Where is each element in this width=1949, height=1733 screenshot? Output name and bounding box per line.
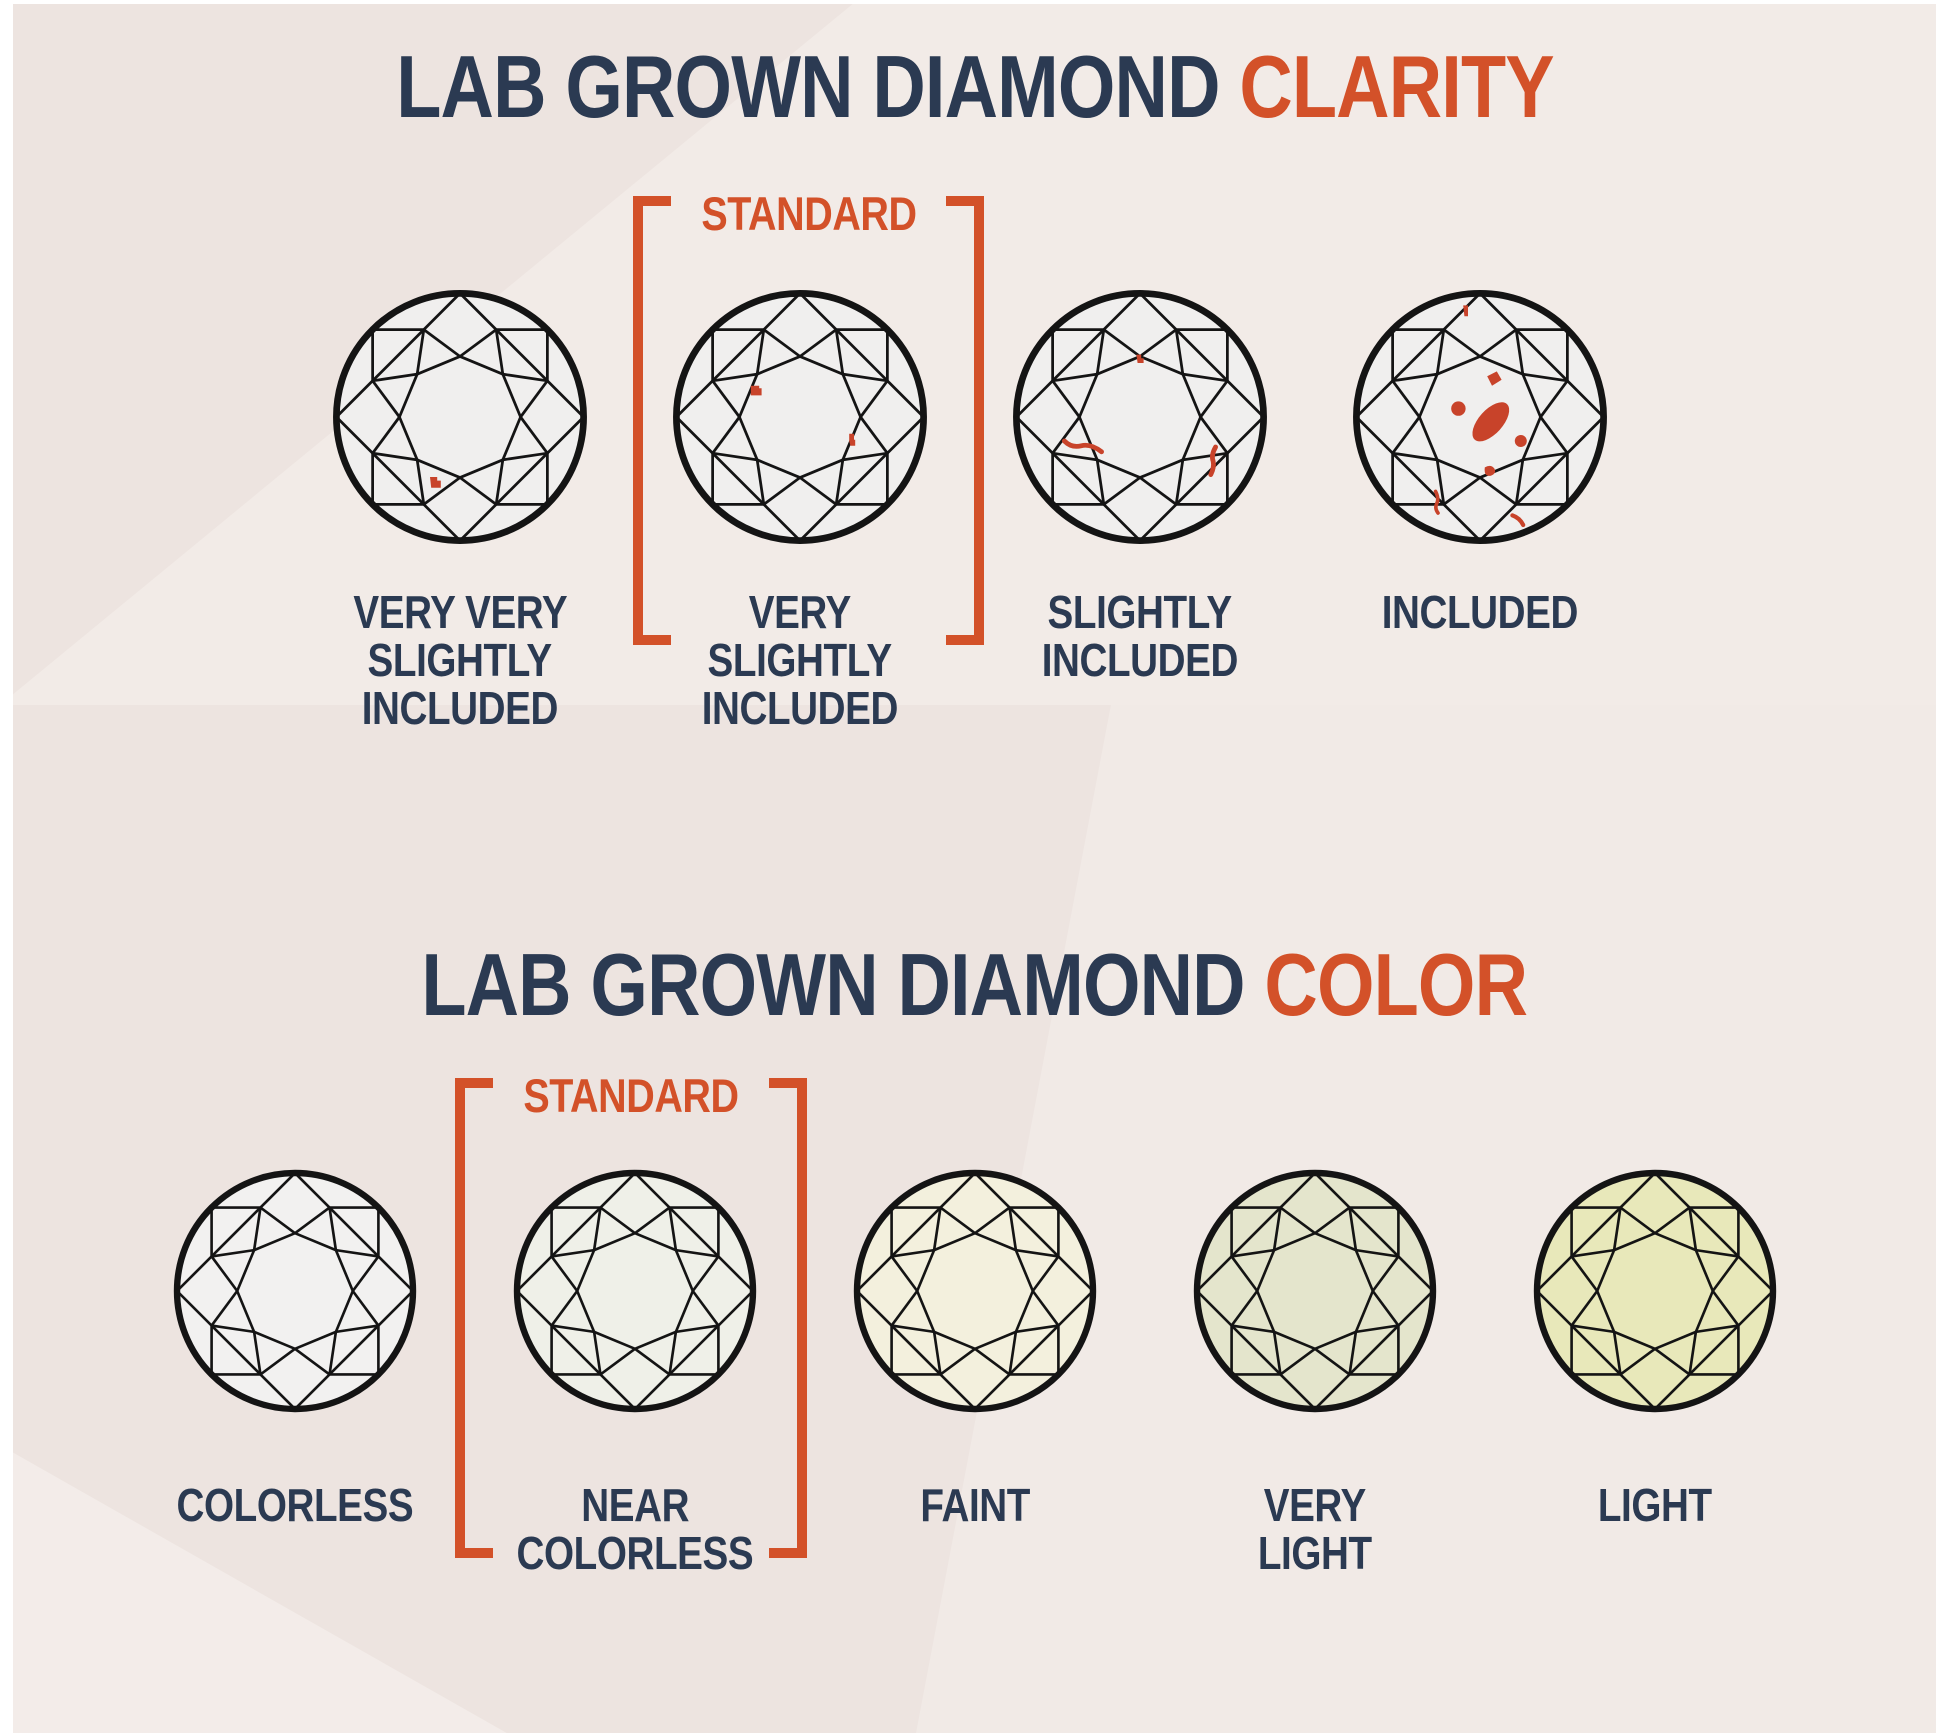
color-standard-label: STANDARD [523, 1069, 739, 1122]
page-frame-left [0, 0, 13, 1733]
color-title-accent: COLOR [1264, 935, 1529, 1034]
color-grade-label-light: LIGHT [1598, 1479, 1712, 1531]
diamond-illustration-very-very-slightly-included [328, 285, 592, 549]
diamond-illustration-faint [849, 1165, 1101, 1417]
clarity-grade-label-included: INCLUDED [1381, 586, 1579, 638]
diamond-illustration-included [1348, 285, 1612, 549]
diamond-illustration-colorless [169, 1165, 421, 1417]
bracket-left-bar [633, 196, 643, 645]
color-section-title: LAB GROWN DIAMOND COLOR [0, 937, 1949, 1033]
bracket-foot [633, 635, 671, 645]
color-column-near-colorless: NEAR COLORLESS [465, 1165, 805, 1577]
bracket-right-bar [974, 196, 984, 645]
bracket-foot [946, 196, 984, 206]
color-grade-label-near-colorless: NEAR COLORLESS [516, 1479, 754, 1579]
color-standard-bracket: STANDARD [455, 1072, 807, 1558]
bracket-foot [769, 1548, 807, 1558]
bracket-foot [455, 1078, 493, 1088]
color-grade-label-very-light: VERY LIGHT [1258, 1479, 1372, 1579]
color-title-prefix: LAB GROWN DIAMOND [421, 935, 1265, 1034]
clarity-title-prefix: LAB GROWN DIAMOND [395, 37, 1239, 136]
diamond-illustration-very-light [1189, 1165, 1441, 1417]
clarity-title-accent: CLARITY [1238, 37, 1554, 136]
diamond-illustration-slightly-included [1008, 285, 1272, 549]
clarity-grade-label-slightly-included: SLIGHTLY INCLUDED [1041, 586, 1239, 686]
bracket-left-bar [455, 1078, 465, 1558]
page-frame-right [1936, 0, 1949, 1733]
color-column-faint: FAINT [805, 1165, 1145, 1577]
clarity-column-very-very-slightly-included: VERY VERY SLIGHTLY INCLUDED [290, 285, 630, 732]
diamond-illustration-light [1529, 1165, 1781, 1417]
bracket-right-bar [797, 1078, 807, 1558]
clarity-section-title: LAB GROWN DIAMOND CLARITY [0, 39, 1949, 135]
clarity-standard-label: STANDARD [700, 187, 917, 240]
color-grade-label-colorless: COLORLESS [176, 1479, 414, 1531]
clarity-grade-label-very-very-slightly-included: VERY VERY SLIGHTLY INCLUDED [353, 586, 567, 734]
color-grade-label-faint: FAINT [920, 1479, 1030, 1531]
page-frame-top [0, 0, 1949, 4]
color-column-very-light: VERY LIGHT [1145, 1165, 1485, 1577]
color-diamond-row: COLORLESS NEAR COLORLESS FAINT VERY LIGHT LIGH… [125, 1165, 1825, 1577]
bracket-foot [455, 1548, 493, 1558]
bracket-foot [633, 196, 671, 206]
diamond-illustration-near-colorless [509, 1165, 761, 1417]
bracket-foot [946, 635, 984, 645]
bracket-foot [769, 1078, 807, 1088]
clarity-column-included: INCLUDED [1310, 285, 1650, 732]
color-column-light: LIGHT [1485, 1165, 1825, 1577]
clarity-column-slightly-included: SLIGHTLY INCLUDED [970, 285, 1310, 732]
color-column-colorless: COLORLESS [125, 1165, 465, 1577]
clarity-standard-bracket: STANDARD [633, 190, 984, 645]
